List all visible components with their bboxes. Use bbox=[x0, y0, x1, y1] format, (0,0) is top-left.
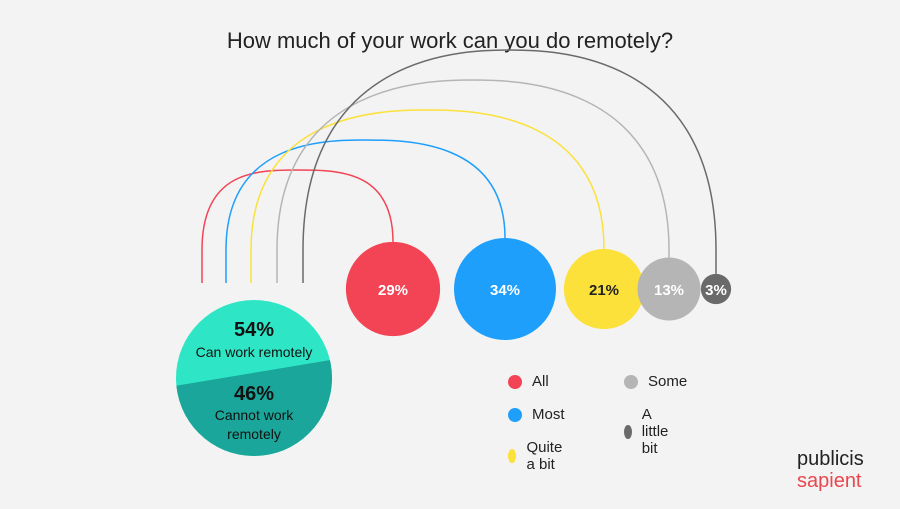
brand-logo: publicis sapient bbox=[797, 448, 864, 492]
legend-label-quite-a-bit: Quite a bit bbox=[526, 439, 563, 473]
arc-all bbox=[201, 169, 394, 283]
split-pct-can-work-remotely: 54% bbox=[234, 319, 274, 341]
legend-label-a-little-bit: A little bit bbox=[641, 406, 669, 457]
bubble-some bbox=[637, 257, 701, 321]
connector-arcs bbox=[201, 49, 717, 283]
brand-line-1: publicis bbox=[797, 448, 864, 470]
bubble-label-most: 34% bbox=[490, 282, 520, 299]
legend-label-most: Most bbox=[532, 406, 565, 423]
bubble-label-quite-a-bit: 21% bbox=[589, 282, 619, 299]
brand-line-2: sapient bbox=[797, 470, 862, 492]
breakdown-bubbles: 29% 34% 21% 13% 3% bbox=[345, 238, 732, 340]
remote-split-circle: 54% Can work remotely 46% Cannot work remote… bbox=[176, 300, 332, 456]
legend-dot-quite-a-bit bbox=[508, 449, 517, 463]
arc-most bbox=[225, 139, 506, 283]
legend-label-some: Some bbox=[648, 373, 688, 390]
bubble-label-all: 29% bbox=[378, 282, 408, 299]
legend-item-some: Some bbox=[624, 373, 687, 390]
legend-dot-most bbox=[508, 407, 522, 422]
split-text-cannot-work-remotely-line-2: remotely bbox=[227, 426, 281, 442]
legend-label-all: All bbox=[532, 373, 549, 390]
legend-item-all: All bbox=[508, 373, 549, 390]
arc-some bbox=[276, 79, 670, 283]
split-text-can-work-remotely: Can work remotely bbox=[196, 344, 313, 360]
bubble-quite-a-bit bbox=[563, 248, 645, 330]
bubble-all bbox=[345, 241, 441, 337]
legend-item-most: Most bbox=[508, 406, 565, 423]
split-pct-cannot-work-remotely: 46% bbox=[234, 383, 274, 405]
arc-quite-a-bit bbox=[250, 109, 605, 283]
legend-item-a-little-bit: A little bit bbox=[624, 406, 675, 457]
legend-dot-all bbox=[508, 374, 522, 389]
bubble-most bbox=[454, 238, 556, 340]
bubble-label-some: 13% bbox=[654, 282, 684, 299]
split-text-cannot-work-remotely-line-1: Cannot work bbox=[215, 407, 295, 423]
bubble-label-a-little-bit: 3% bbox=[705, 282, 727, 299]
legend-item-quite-a-bit: Quite a bit bbox=[508, 439, 568, 473]
bubble-a-little-bit bbox=[700, 273, 732, 305]
arc-a-little-bit bbox=[302, 49, 717, 283]
chart-title: How much of your work can you do remotel… bbox=[226, 28, 674, 53]
legend-dot-some bbox=[624, 374, 638, 389]
legend-dot-a-little-bit bbox=[624, 424, 632, 439]
split-part-cannot-work-remotely bbox=[176, 359, 332, 456]
